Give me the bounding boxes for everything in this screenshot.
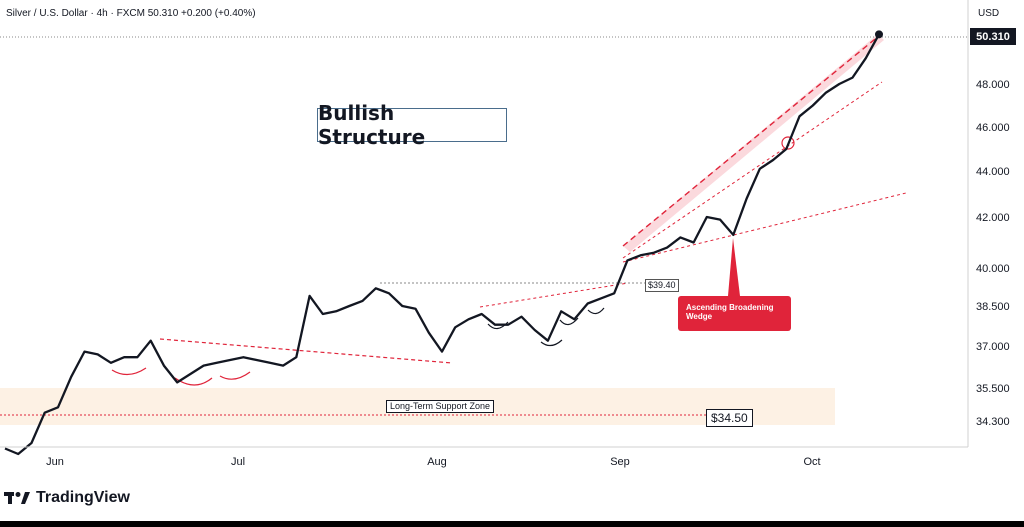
level-3450-label: $34.50	[706, 409, 753, 427]
bottom-arc-1	[111, 367, 147, 376]
brand-name: TradingView	[36, 489, 130, 506]
bullish-structure-box: Bullish Structure	[317, 101, 507, 149]
resistance-trendline	[159, 338, 453, 364]
y-tick-label: 40.000	[976, 263, 1010, 275]
bottom-arc-3	[219, 371, 251, 380]
currency-label: USD	[978, 8, 1000, 19]
y-tick-label: 48.000	[976, 79, 1010, 91]
bottoming-arcs	[111, 136, 795, 386]
y-tick-label: 42.000	[976, 212, 1010, 224]
price-axis: 34.300 35.500 37.000 38.500 40.000 42.000 44.0…	[976, 36, 1010, 428]
x-tick-label: Oct	[803, 456, 820, 468]
wedge-mid-line	[622, 81, 883, 259]
wedge-touch-circle	[781, 136, 795, 150]
x-tick-label: Jul	[231, 456, 245, 468]
wedge-callout: Ascending Broadening Wedge	[678, 296, 791, 331]
support-zone-label: Long-Term Support Zone	[386, 400, 495, 413]
breakout-trendline	[479, 282, 629, 308]
y-tick-label: 46.000	[976, 122, 1010, 134]
trendlines	[159, 34, 907, 364]
y-tick-label: 44.000	[976, 166, 1010, 178]
y-tick-label: 38.500	[976, 301, 1010, 313]
wedge-callout-line-2: Wedge	[686, 312, 713, 321]
y-tick-label: 37.000	[976, 341, 1010, 353]
wedge-channel-fill	[623, 34, 884, 252]
price-line	[4, 33, 881, 456]
y-tick-label: 34.300	[976, 416, 1010, 428]
y-tick-label: 35.500	[976, 383, 1010, 395]
bottom-arc-7	[587, 307, 605, 315]
x-tick-label: Sep	[610, 456, 630, 468]
x-tick-label: Jun	[46, 456, 64, 468]
last-price-dot	[875, 30, 883, 39]
bottom-border	[0, 521, 1024, 527]
level-3940-label: $39.40	[645, 279, 679, 292]
wedge-upper-line	[622, 34, 881, 247]
last-price-badge: 50.310	[970, 28, 1016, 45]
wedge-pointer	[728, 238, 740, 296]
time-axis: Jun Jul Aug Sep Oct	[46, 456, 820, 468]
x-tick-label: Aug	[427, 456, 447, 468]
symbol-header: Silver / U.S. Dollar · 4h · FXCM 50.310 …	[6, 8, 256, 19]
tradingview-logo-icon	[4, 492, 30, 504]
brand[interactable]: TradingView	[4, 487, 130, 509]
bullish-structure-text: Bullish Structure	[318, 101, 426, 149]
bottom-arc-2	[174, 377, 213, 386]
bottom-arc-5	[540, 339, 563, 347]
wedge-callout-line-1: Ascending Broadening	[686, 303, 774, 312]
wedge-lower-line	[622, 192, 907, 263]
bottom-arc-6	[559, 317, 579, 326]
